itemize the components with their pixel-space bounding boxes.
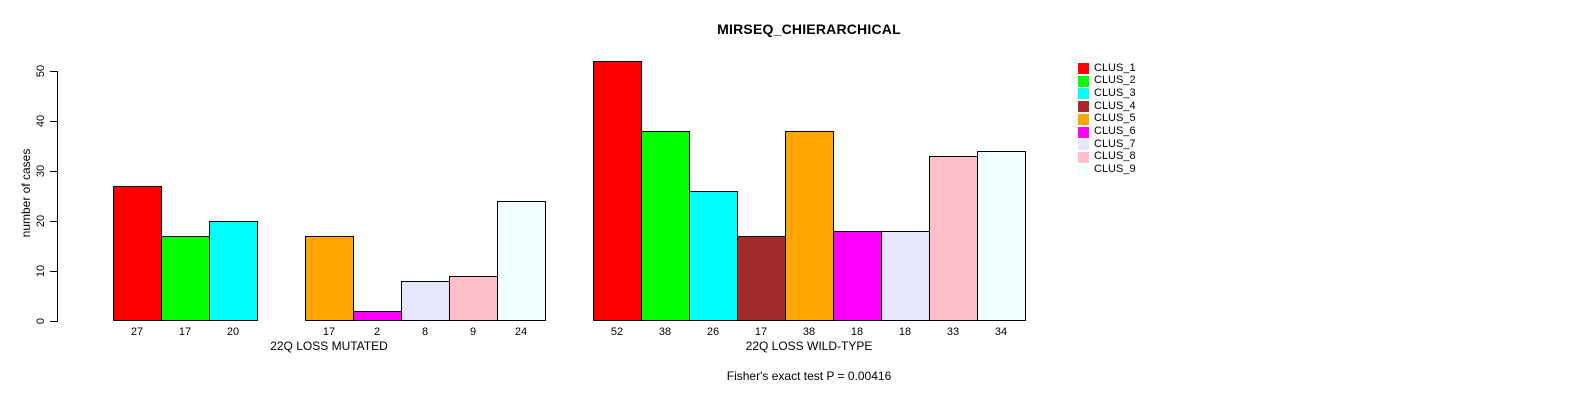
bar-value-label: 18 xyxy=(850,326,864,338)
bar-clus_7 xyxy=(401,281,450,321)
y-tick-label: 0 xyxy=(35,317,47,325)
bar-clus_5 xyxy=(305,236,354,321)
y-tick-label: 20 xyxy=(35,214,47,228)
bar-clus_8 xyxy=(449,276,498,321)
bar-value-label: 17 xyxy=(178,326,192,338)
bar-clus_5 xyxy=(785,131,834,321)
bar-value-label: 9 xyxy=(469,326,477,338)
y-tick-label: 50 xyxy=(35,64,47,78)
bar-clus_7 xyxy=(881,231,930,321)
legend-swatch-clus_9 xyxy=(1078,164,1089,176)
bar-clus_1 xyxy=(593,61,642,321)
bar-clus_2 xyxy=(161,236,210,321)
bar-value-label: 8 xyxy=(421,326,429,338)
bar-clus_2 xyxy=(641,131,690,321)
y-tick-label: 40 xyxy=(35,114,47,128)
legend-swatch-clus_4 xyxy=(1078,101,1089,113)
legend-swatch-clus_6 xyxy=(1078,126,1089,138)
legend-label: CLUS_5 xyxy=(1094,112,1136,125)
legend-swatch-clus_2 xyxy=(1078,75,1089,87)
annotation-fisher-test: Fisher's exact test P = 0.00416 xyxy=(726,369,892,383)
bar-clus_3 xyxy=(209,221,258,321)
bar-clus_6 xyxy=(833,231,882,321)
bar-value-label: 52 xyxy=(610,326,624,338)
legend-swatch-clus_7 xyxy=(1078,139,1089,151)
legend-swatch-clus_8 xyxy=(1078,151,1089,163)
bar-clus_4 xyxy=(737,236,786,321)
y-tick xyxy=(50,271,57,272)
bar-value-label: 26 xyxy=(706,326,720,338)
y-tick-label: 10 xyxy=(35,264,47,278)
bar-value-label: 17 xyxy=(754,326,768,338)
y-tick-label: 30 xyxy=(35,164,47,178)
bar-clus_3 xyxy=(689,191,738,321)
y-tick xyxy=(50,171,57,172)
group-label: 22Q LOSS WILD-TYPE xyxy=(745,339,873,353)
y-tick xyxy=(50,121,57,122)
legend-label: CLUS_7 xyxy=(1094,137,1136,150)
legend-label: CLUS_1 xyxy=(1094,61,1136,74)
legend-label: CLUS_6 xyxy=(1094,125,1136,137)
bar-value-label: 38 xyxy=(802,326,816,338)
legend-swatch-clus_5 xyxy=(1078,113,1089,125)
y-axis-line xyxy=(57,71,58,322)
bar-clus_9 xyxy=(977,151,1026,321)
legend-label: CLUS_8 xyxy=(1094,150,1136,163)
bar-value-label: 20 xyxy=(226,326,240,338)
bar-value-label: 38 xyxy=(658,326,672,338)
bar-value-label: 2 xyxy=(373,326,381,338)
bar-value-label: 24 xyxy=(514,326,528,338)
legend-swatch-clus_3 xyxy=(1078,88,1089,100)
y-tick xyxy=(50,321,57,322)
bar-value-label: 27 xyxy=(130,326,144,338)
bar-value-label: 18 xyxy=(898,326,912,338)
y-tick xyxy=(50,71,57,72)
bar-value-label: 34 xyxy=(994,326,1008,338)
bar-clus_8 xyxy=(929,156,978,321)
group-label: 22Q LOSS MUTATED xyxy=(270,339,388,353)
bar-clus_9 xyxy=(497,201,546,321)
y-tick xyxy=(50,221,57,222)
legend-label: CLUS_3 xyxy=(1094,86,1136,99)
legend-label: CLUS_4 xyxy=(1094,99,1136,112)
bar-value-label: 33 xyxy=(946,326,960,338)
y-axis-label: number of cases xyxy=(19,148,33,238)
legend-label: CLUS_9 xyxy=(1094,163,1136,176)
bar-clus_6 xyxy=(353,311,402,321)
bar-clus_1 xyxy=(113,186,162,321)
chart-title: MIRSEQ_CHIERARCHICAL xyxy=(717,21,901,37)
bar-value-label: 17 xyxy=(322,326,336,338)
legend-label: CLUS_2 xyxy=(1094,74,1136,87)
legend-swatch-clus_1 xyxy=(1078,63,1089,74)
